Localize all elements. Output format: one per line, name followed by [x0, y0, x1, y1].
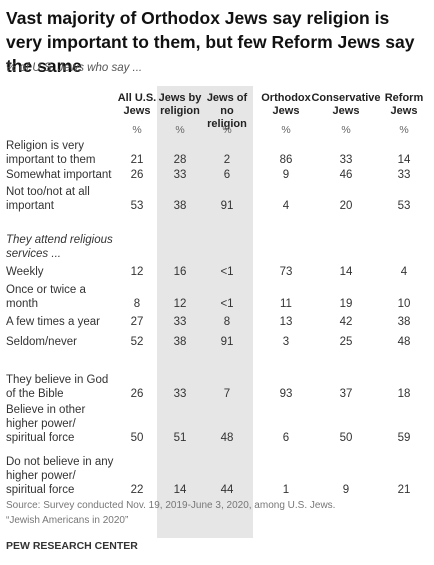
cell-value: 26 [130, 388, 144, 400]
cell-value: 9 [342, 484, 350, 496]
note: “Jewish Americans in 2020” [6, 515, 129, 526]
unit-label: % [341, 124, 351, 136]
cell-value: 38 [173, 200, 187, 212]
cell-value: 53 [397, 200, 411, 212]
cell-value: 26 [130, 169, 144, 181]
column-header: Jews by religion [158, 92, 202, 117]
cell-value: 33 [339, 154, 353, 166]
cell-value: 44 [220, 484, 234, 496]
unit-label: % [281, 124, 291, 136]
cell-value: 6 [282, 432, 290, 444]
cell-value: 11 [280, 298, 292, 310]
cell-value: 48 [397, 336, 411, 348]
column-header: All U.S. Jews [117, 92, 157, 117]
cell-value: <1 [220, 266, 234, 278]
cell-value: 50 [339, 432, 353, 444]
cell-value: 53 [130, 200, 144, 212]
row-label: Believe in other higher power/ spiritual… [6, 404, 86, 444]
unit-label: % [399, 124, 409, 136]
cell-value: 48 [220, 432, 234, 444]
column-header: Conservative Jews [311, 92, 381, 117]
cell-value: 38 [397, 316, 411, 328]
row-label: Seldom/never [6, 336, 77, 348]
cell-value: 21 [397, 484, 411, 496]
cell-value: 19 [339, 298, 353, 310]
cell-value: 4 [282, 200, 290, 212]
cell-value: 9 [282, 169, 290, 181]
cell-value: 51 [173, 432, 187, 444]
cell-value: 2 [223, 154, 231, 166]
cell-value: 33 [397, 169, 411, 181]
row-label: A few times a year [6, 316, 100, 328]
row-label: Religion is very important to them [6, 140, 96, 166]
source: Source: Survey conducted Nov. 19, 2019-J… [6, 500, 336, 511]
cell-value: 20 [339, 200, 353, 212]
cell-value: <1 [220, 298, 234, 310]
cell-value: 59 [397, 432, 411, 444]
cell-value: 21 [130, 154, 144, 166]
cell-value: 42 [339, 316, 353, 328]
section-heading: They attend religious services ... [6, 234, 113, 260]
cell-value: 22 [130, 484, 144, 496]
cell-value: 28 [173, 154, 187, 166]
cell-value: 50 [130, 432, 144, 444]
cell-value: 1 [282, 484, 290, 496]
cell-value: 3 [282, 336, 290, 348]
title: Vast majority of Orthodox Jews say relig… [6, 8, 415, 76]
cell-value: 86 [279, 154, 293, 166]
column-header: Jews of no religion [206, 92, 248, 130]
cell-value: 46 [339, 169, 353, 181]
column-shade [157, 86, 253, 538]
row-label: Weekly [6, 266, 44, 278]
unit-label: % [132, 124, 142, 136]
unit-label: % [175, 124, 185, 136]
row-label: Do not believe in any higher power/ spir… [6, 456, 114, 496]
cell-value: 14 [397, 154, 411, 166]
cell-value: 7 [223, 388, 231, 400]
cell-value: 52 [130, 336, 144, 348]
cell-value: 8 [223, 316, 231, 328]
cell-value: 13 [279, 316, 293, 328]
cell-value: 14 [173, 484, 187, 496]
row-label: Not too/not at all important [6, 186, 90, 212]
cell-value: 38 [173, 336, 187, 348]
cell-value: 91 [220, 200, 234, 212]
cell-value: 73 [279, 266, 293, 278]
cell-value: 12 [173, 298, 187, 310]
cell-value: 93 [279, 388, 293, 400]
cell-value: 25 [339, 336, 353, 348]
row-label: Once or twice a month [6, 284, 86, 310]
cell-value: 27 [130, 316, 144, 328]
row-label: They believe in God of the Bible [6, 374, 109, 400]
column-header: Orthodox Jews [261, 92, 311, 117]
column-header: Reform Jews [384, 92, 424, 117]
unit-label: % [222, 124, 232, 136]
cell-value: 6 [223, 169, 231, 181]
cell-value: 14 [339, 266, 353, 278]
subtitle: % of U.S. Jews who say ... [6, 62, 143, 74]
cell-value: 91 [220, 336, 234, 348]
row-label: Somewhat important [6, 169, 112, 181]
cell-value: 33 [173, 388, 187, 400]
cell-value: 16 [173, 266, 187, 278]
cell-value: 33 [173, 169, 187, 181]
brand: PEW RESEARCH CENTER [6, 540, 138, 552]
cell-value: 8 [133, 298, 141, 310]
cell-value: 10 [397, 298, 411, 310]
cell-value: 37 [339, 388, 353, 400]
cell-value: 4 [400, 266, 408, 278]
cell-value: 12 [130, 266, 144, 278]
cell-value: 33 [173, 316, 187, 328]
cell-value: 18 [397, 388, 411, 400]
